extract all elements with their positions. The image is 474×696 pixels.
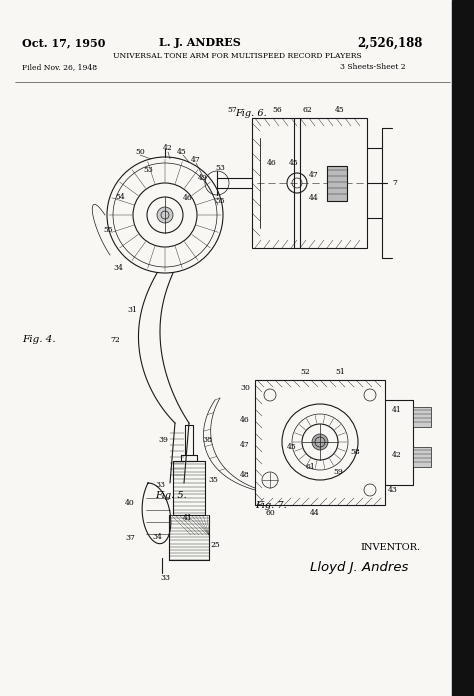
Text: 37: 37: [125, 534, 135, 542]
Text: 53: 53: [143, 166, 153, 174]
Text: 44: 44: [309, 194, 319, 202]
Text: 45: 45: [177, 148, 187, 156]
Text: Fig. 6.: Fig. 6.: [235, 109, 267, 118]
Circle shape: [312, 434, 328, 450]
Text: 33: 33: [160, 574, 170, 582]
Text: 50: 50: [135, 148, 145, 156]
Text: 31: 31: [127, 306, 137, 314]
Text: Filed Nov. 26, 1948: Filed Nov. 26, 1948: [22, 63, 97, 71]
Text: 34: 34: [152, 533, 162, 541]
Text: Lloyd J. Andres: Lloyd J. Andres: [310, 562, 409, 574]
Text: 38: 38: [202, 436, 212, 444]
Bar: [413, 407, 431, 427]
Text: 45: 45: [335, 106, 345, 114]
Circle shape: [157, 207, 173, 223]
Text: 62: 62: [302, 106, 312, 114]
Bar: [413, 447, 431, 467]
Text: 49: 49: [198, 174, 208, 182]
Text: Fig. 4.: Fig. 4.: [22, 335, 55, 345]
Bar: [327, 166, 347, 201]
Text: 51: 51: [335, 368, 345, 376]
Text: 46: 46: [267, 159, 277, 167]
Text: 44: 44: [310, 509, 320, 517]
Text: 58: 58: [350, 448, 360, 456]
Text: 25: 25: [210, 541, 220, 549]
Bar: [255, 380, 385, 505]
Text: 45: 45: [287, 443, 297, 451]
Text: 40: 40: [125, 499, 135, 507]
Text: 48: 48: [240, 471, 250, 479]
Text: L. J. ANDRES: L. J. ANDRES: [159, 38, 241, 49]
Text: 56: 56: [272, 106, 282, 114]
Text: 60: 60: [265, 509, 275, 517]
Text: Fig. 7.: Fig. 7.: [255, 500, 287, 509]
Text: 59: 59: [333, 468, 343, 476]
Text: Oct. 17, 1950: Oct. 17, 1950: [22, 38, 105, 49]
Text: 46: 46: [183, 194, 193, 202]
Text: 42: 42: [163, 144, 173, 152]
Text: 33: 33: [155, 481, 165, 489]
Text: 7: 7: [392, 179, 397, 187]
Text: 55: 55: [103, 226, 113, 234]
Text: 47: 47: [240, 441, 250, 449]
Bar: [452, 0, 474, 696]
Text: 57: 57: [227, 106, 237, 114]
Text: 47: 47: [309, 171, 319, 179]
Text: 3 Sheets-Sheet 2: 3 Sheets-Sheet 2: [340, 63, 406, 71]
Text: 46: 46: [240, 416, 250, 424]
Text: 30: 30: [240, 384, 250, 392]
Text: 35: 35: [208, 476, 218, 484]
Text: 53: 53: [215, 164, 225, 172]
Text: 55: 55: [215, 197, 225, 205]
Text: 43: 43: [388, 486, 398, 494]
Text: 39: 39: [158, 436, 168, 444]
Text: Fig. 5.: Fig. 5.: [155, 491, 187, 500]
Text: 47: 47: [191, 156, 201, 164]
Text: INVENTOR.: INVENTOR.: [360, 542, 420, 551]
Text: 41: 41: [183, 514, 193, 522]
Text: 41: 41: [392, 406, 402, 414]
Text: 42: 42: [392, 451, 402, 459]
Text: 34: 34: [113, 264, 123, 272]
Text: 54: 54: [115, 193, 125, 201]
Text: UNIVERSAL TONE ARM FOR MULTISPEED RECORD PLAYERS: UNIVERSAL TONE ARM FOR MULTISPEED RECORD…: [113, 52, 361, 60]
Text: 52: 52: [300, 368, 310, 376]
Text: 45: 45: [289, 159, 299, 167]
Text: 61: 61: [305, 463, 315, 471]
Bar: [252, 118, 367, 248]
Text: 72: 72: [110, 336, 120, 344]
Text: 2,526,188: 2,526,188: [357, 36, 423, 49]
